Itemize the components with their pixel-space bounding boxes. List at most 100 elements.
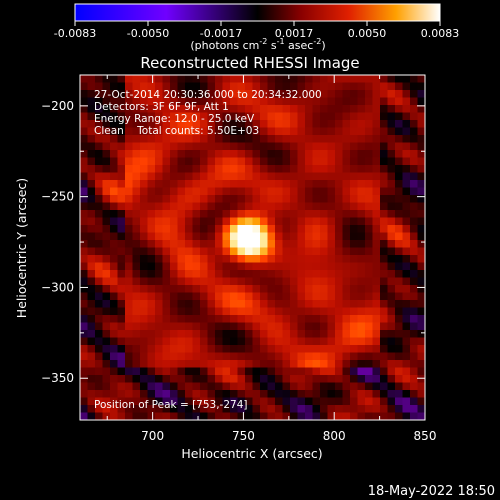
heatmap-cell <box>365 277 373 286</box>
heatmap-cell <box>267 105 276 113</box>
heatmap-cell <box>155 285 163 293</box>
heatmap-cell <box>185 240 193 248</box>
heatmap-cell <box>125 217 133 226</box>
heatmap-cell <box>380 225 388 233</box>
heatmap-cell <box>215 397 223 406</box>
heatmap-cell <box>245 315 253 323</box>
heatmap-cell <box>132 135 141 143</box>
heatmap-cell <box>290 270 298 278</box>
heatmap-cell <box>132 315 141 323</box>
heatmap-cell <box>275 202 283 211</box>
heatmap-cell <box>200 82 208 91</box>
heatmap-cell <box>395 255 403 263</box>
heatmap-cell <box>207 337 216 346</box>
heatmap-cell <box>192 405 201 413</box>
heatmap-cell <box>87 90 96 98</box>
heatmap-cell <box>110 285 118 293</box>
heatmap-cell <box>410 412 418 421</box>
heatmap-cell <box>177 330 186 338</box>
heatmap-cell <box>395 382 403 391</box>
heatmap-cell <box>222 405 231 413</box>
heatmap-cell <box>402 262 411 271</box>
heatmap-cell <box>80 337 88 346</box>
heatmap-cell <box>222 150 231 158</box>
heatmap-cell <box>237 270 246 278</box>
heatmap-cell <box>177 390 186 398</box>
heatmap-cell <box>267 127 276 136</box>
heatmap-cell <box>102 292 111 301</box>
heatmap-cell <box>185 315 193 323</box>
heatmap-cell <box>110 97 118 106</box>
heatmap-cell <box>162 142 171 151</box>
heatmap-cell <box>267 315 276 323</box>
heatmap-cell <box>417 300 426 308</box>
heatmap-cell <box>125 285 133 293</box>
heatmap-cell <box>395 247 403 256</box>
heatmap-cell <box>215 390 223 398</box>
heatmap-cell <box>282 255 291 263</box>
heatmap-cell <box>387 390 396 398</box>
heatmap-cell <box>395 165 403 173</box>
heatmap-cell <box>327 75 336 83</box>
heatmap-cell <box>260 352 268 361</box>
heatmap-cell <box>110 172 118 181</box>
heatmap-cell <box>117 337 126 346</box>
heatmap-cell <box>162 232 171 241</box>
heatmap-cell <box>207 405 216 413</box>
heatmap-cell <box>147 105 156 113</box>
heatmap-cell <box>372 135 381 143</box>
heatmap-cell <box>320 330 328 338</box>
heatmap-cell <box>87 75 96 83</box>
heatmap-cell <box>380 360 388 368</box>
heatmap-cell <box>335 292 343 301</box>
heatmap-cell <box>192 270 201 278</box>
heatmap-cell <box>417 285 426 293</box>
heatmap-cell <box>395 367 403 376</box>
heatmap-cell <box>87 277 96 286</box>
heatmap-cell <box>372 210 381 218</box>
heatmap-cell <box>80 127 88 136</box>
heatmap-cell <box>282 217 291 226</box>
heatmap-cell <box>207 307 216 316</box>
heatmap-cell <box>207 322 216 331</box>
heatmap-cell <box>365 367 373 376</box>
heatmap-cell <box>282 330 291 338</box>
heatmap-cell <box>95 187 103 196</box>
heatmap-cell <box>357 322 366 331</box>
heatmap-cell <box>125 112 133 121</box>
heatmap-cell <box>260 262 268 271</box>
heatmap-cell <box>102 75 111 83</box>
heatmap-cell <box>87 352 96 361</box>
heatmap-cell <box>305 217 313 226</box>
heatmap-cell <box>395 112 403 121</box>
heatmap-cell <box>252 330 261 338</box>
heatmap-cell <box>335 307 343 316</box>
heatmap-cell <box>230 195 238 203</box>
heatmap-cell <box>267 367 276 376</box>
heatmap-cell <box>185 367 193 376</box>
heatmap-cell <box>312 255 321 263</box>
heatmap-cell <box>185 135 193 143</box>
heatmap-cell <box>387 127 396 136</box>
heatmap-cell <box>200 150 208 158</box>
heatmap-cell <box>260 75 268 83</box>
heatmap-cell <box>102 270 111 278</box>
heatmap-cell <box>155 345 163 353</box>
heatmap-cell <box>357 352 366 361</box>
heatmap-cell <box>372 75 381 83</box>
heatmap-cell <box>87 345 96 353</box>
heatmap-cell <box>417 367 426 376</box>
heatmap-cell <box>245 367 253 376</box>
heatmap-cell <box>327 292 336 301</box>
heatmap-cell <box>200 247 208 256</box>
heatmap-cell <box>350 187 358 196</box>
heatmap-cell <box>222 397 231 406</box>
heatmap-cell <box>387 232 396 241</box>
heatmap-cell <box>290 232 298 241</box>
heatmap-cell <box>305 375 313 383</box>
heatmap-cell <box>282 382 291 391</box>
heatmap-cell <box>327 277 336 286</box>
heatmap-cell <box>335 187 343 196</box>
heatmap-cell <box>140 247 148 256</box>
heatmap-cell <box>395 172 403 181</box>
